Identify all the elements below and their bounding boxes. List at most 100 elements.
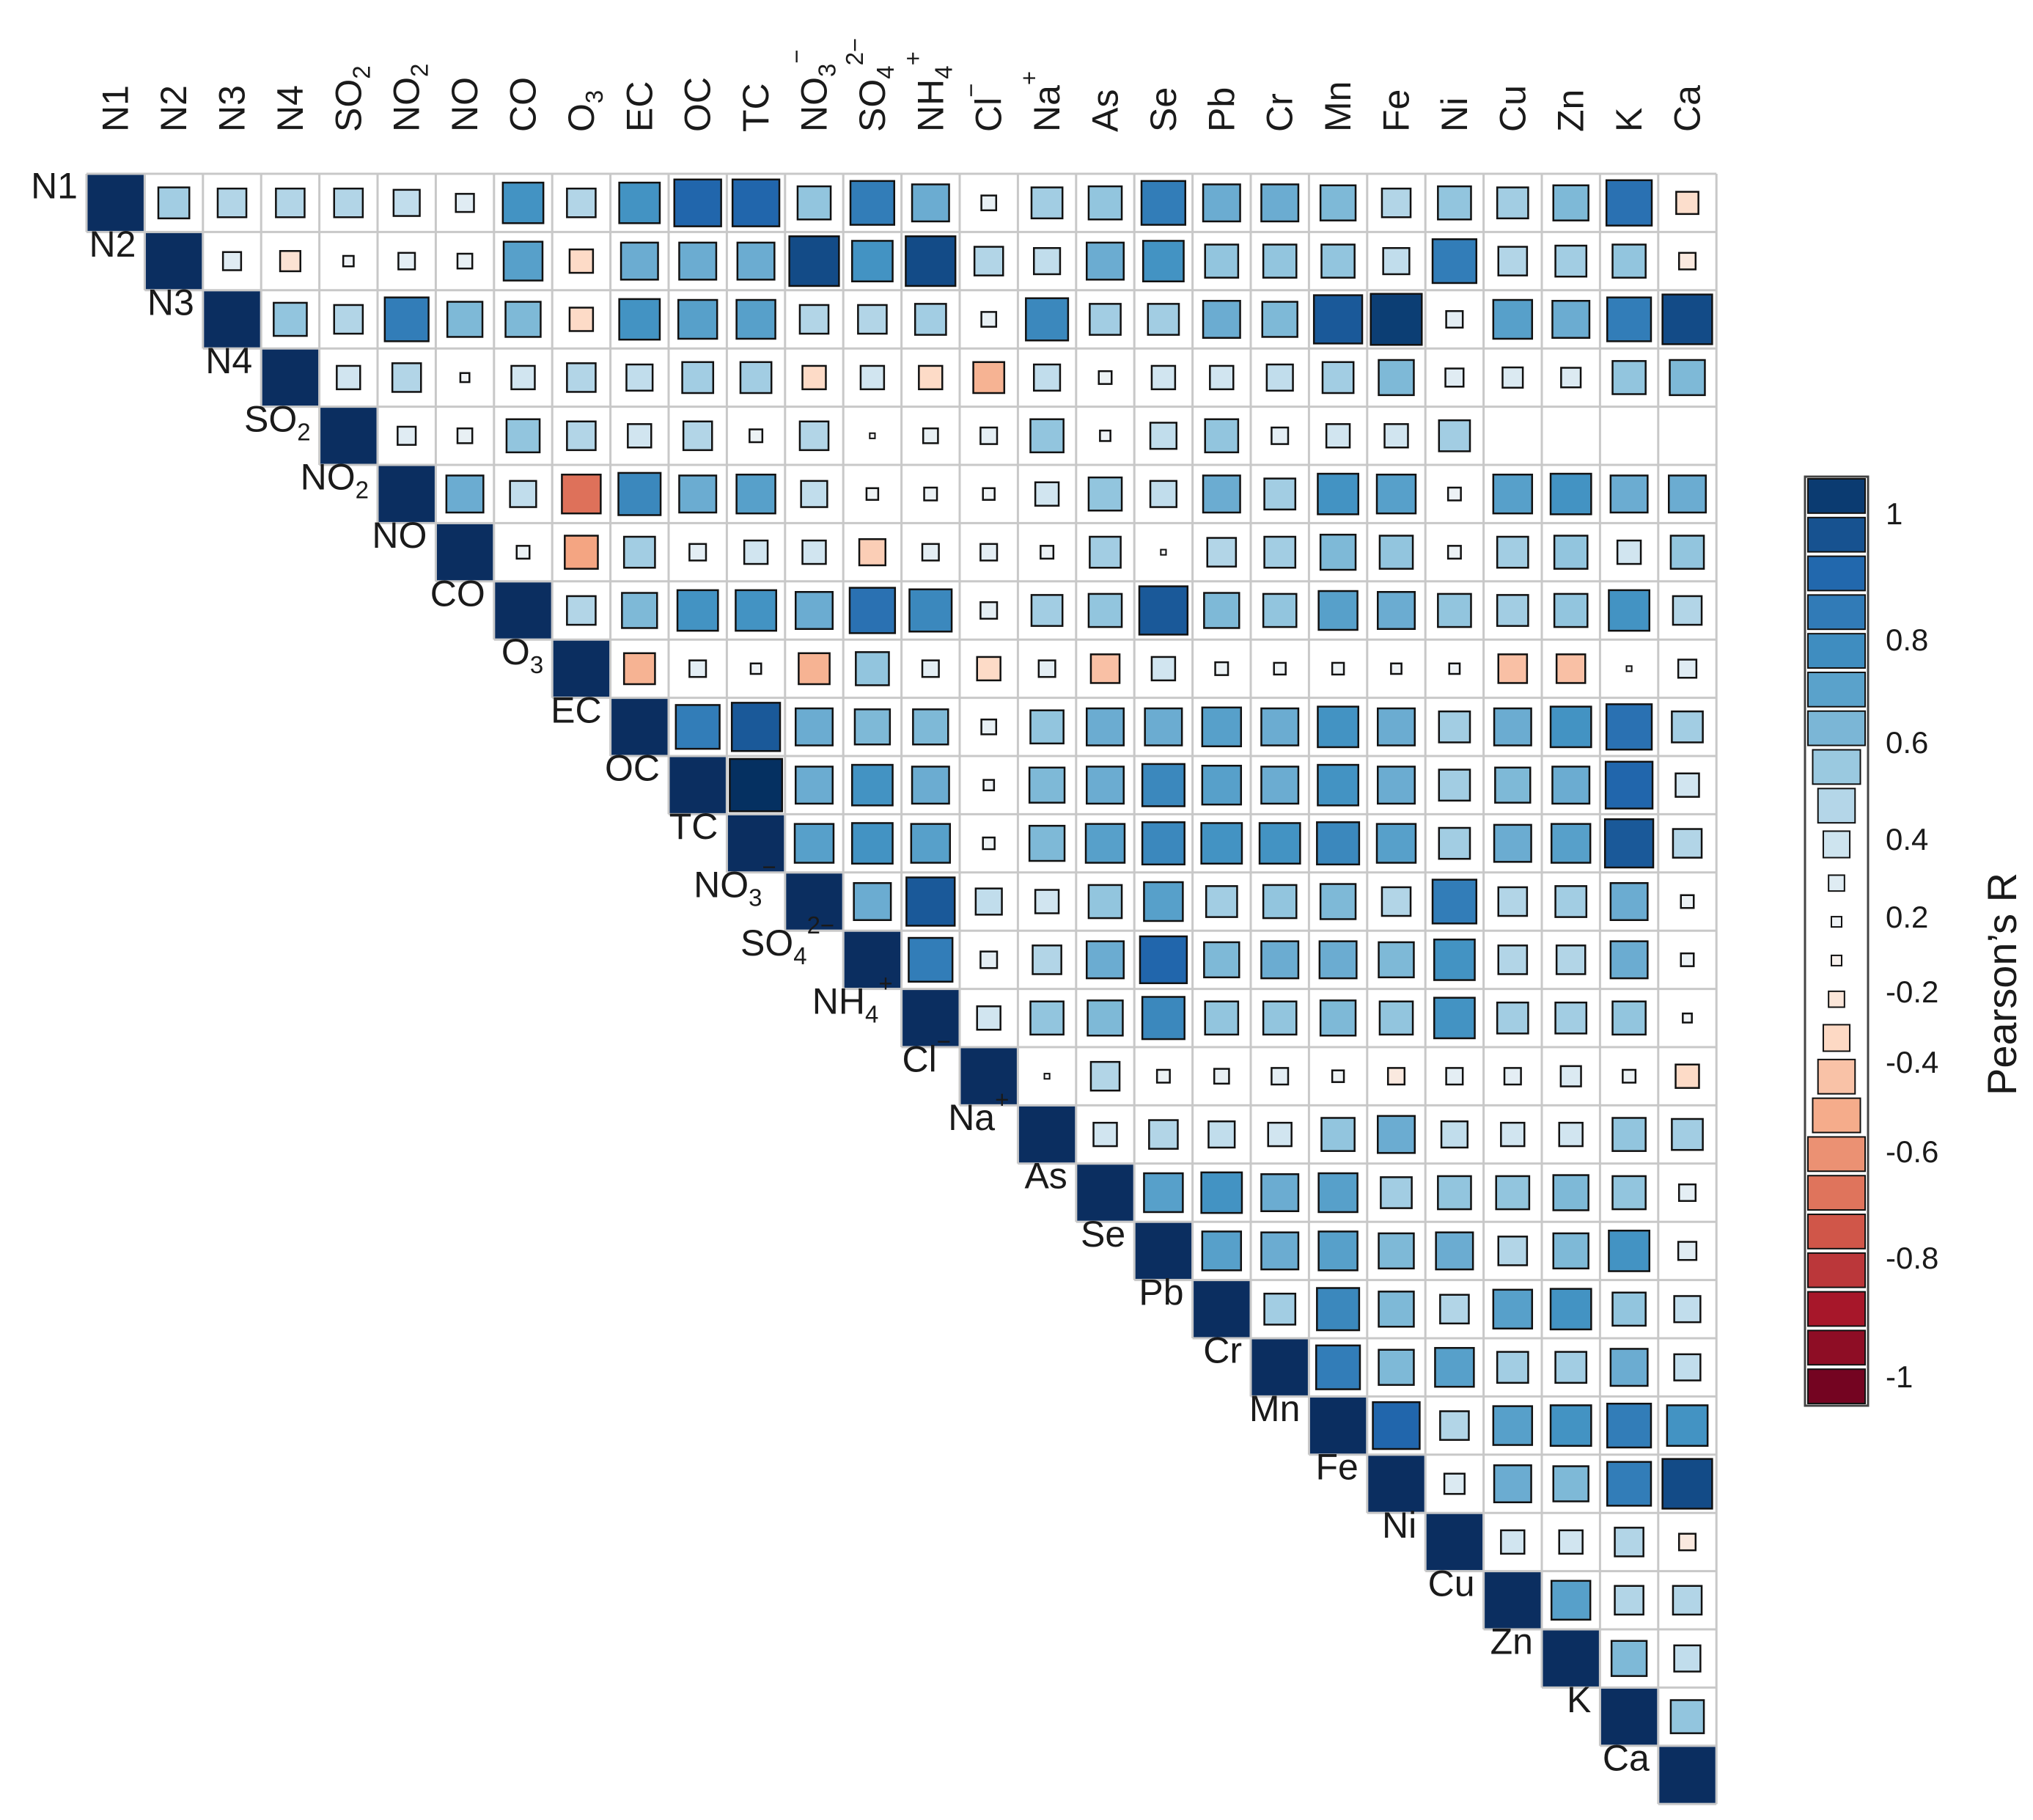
row-label-k: K (1567, 1679, 1591, 1720)
cell-so42minus-cu (1497, 944, 1529, 975)
cell-tc-fe (1375, 823, 1417, 864)
colorbar-box (1807, 1214, 1866, 1250)
label-superscript: 2− (841, 38, 868, 66)
label-superscript: 2− (807, 911, 835, 939)
cell-no3minus-cu (1497, 886, 1529, 917)
cell-co-nh4plus (908, 588, 953, 633)
cell-so42minus-ca (1680, 952, 1695, 967)
cell-so2-tc (749, 428, 764, 444)
cell-n3-pb (1202, 300, 1241, 339)
cell-se-cr (1260, 1231, 1300, 1271)
col-label-oc: OC (677, 77, 718, 132)
cell-n1-k (1605, 179, 1653, 227)
cell-no2-cr (1263, 477, 1297, 511)
cell-n3-so42minus (857, 304, 888, 335)
cell-co-tc (735, 589, 778, 632)
cell-no2-se (1149, 480, 1178, 508)
cell-ec-ni (1438, 710, 1471, 744)
label-base: K (1567, 1679, 1591, 1720)
cell-n2-n4 (279, 250, 301, 273)
cell-n3-no (446, 301, 484, 338)
cell-n1-naplus (1030, 186, 1064, 220)
cell-no2-so42minus (865, 487, 880, 501)
cell-ni-ca (1677, 1533, 1697, 1552)
cell-n4-no3minus (801, 364, 827, 391)
cell-n4-naplus (1033, 363, 1062, 392)
row-label-mn: Mn (1249, 1388, 1300, 1429)
cell-so42minus-pb (1203, 941, 1240, 979)
cell-n4-nh4plus (918, 364, 944, 391)
cell-ec-ca (1671, 710, 1704, 744)
cell-so42minus-cr (1260, 940, 1300, 980)
label-base: Cu (1492, 85, 1533, 132)
cell-ni-zn (1558, 1529, 1584, 1555)
colorbar-box (1822, 830, 1851, 859)
row-label-no: NO (372, 515, 427, 556)
label-superscript: − (783, 49, 810, 63)
cell-so2-se (1149, 422, 1178, 450)
cell-pb-mn (1316, 1287, 1361, 1332)
row-label-n4: N4 (205, 340, 252, 381)
cell-ec-pb (1201, 706, 1243, 748)
cell-tc-so42minus (850, 822, 894, 865)
colorbar-tick-labels: 1 0.8 0.6 0.4 0.2 -0.2 -0.4 -0.6 -0.8 -1 (1886, 496, 1938, 1394)
cell-pb-k (1611, 1291, 1647, 1327)
label-base: O (561, 103, 602, 132)
label-subscript: 2 (297, 418, 310, 445)
cell-n2-tc (736, 241, 776, 281)
label-base: Mn (1249, 1388, 1300, 1429)
cell-no3minus-pb (1205, 885, 1238, 918)
cell-n1-cu (1496, 186, 1529, 220)
cell-o3-cu (1497, 653, 1529, 684)
cell-so42minus-zn (1555, 944, 1587, 975)
col-label-clminus: Cl− (957, 84, 1010, 133)
col-label-naplus: Na+ (1015, 71, 1067, 132)
label-base: EC (551, 689, 601, 730)
cell-o3-mn (1331, 661, 1345, 676)
cell-ec-k (1605, 703, 1653, 751)
col-label-nh4plus: NH4 + (899, 51, 957, 132)
diagonal-cell-mn (1309, 1397, 1367, 1454)
cell-oc-mn (1317, 763, 1360, 807)
label-base: N1 (95, 85, 136, 132)
colorbar-box (1807, 1291, 1866, 1327)
cell-ec-no3minus (795, 707, 834, 746)
cell-no-ec (622, 535, 656, 569)
diagonal-cell-cr (1251, 1339, 1308, 1395)
cell-so42minus-k (1609, 940, 1649, 980)
heatmap-cells (87, 175, 1716, 1803)
cell-no2-ni (1446, 486, 1462, 502)
cell-so2-as (1099, 429, 1111, 442)
cell-cr-cu (1496, 1351, 1529, 1384)
cell-n3-zn (1551, 300, 1591, 339)
label-base: TC (669, 806, 718, 847)
row-label-so2: SO2 (244, 398, 311, 445)
cell-ec-se (1144, 707, 1183, 746)
label-superscript: + (899, 51, 926, 65)
colorbar-box (1831, 916, 1842, 928)
diagonal-cell-as (1077, 1164, 1133, 1221)
cell-co-mn (1317, 590, 1359, 631)
diagonal-cell-no3minus (786, 873, 842, 930)
cell-se-pb (1201, 1230, 1243, 1272)
col-label-tc: TC (735, 83, 776, 132)
col-label-so2: SO2 (328, 65, 375, 132)
cell-n3-cr (1261, 301, 1298, 338)
cell-so2-o3 (566, 420, 597, 452)
cell-co-ec (621, 592, 658, 629)
cell-n4-ni (1444, 367, 1465, 388)
cell-n1-so2 (333, 187, 364, 219)
cell-n4-ec (625, 363, 654, 392)
colorbar-box (1807, 1136, 1866, 1173)
label-base: NO (301, 457, 356, 498)
cell-no-so42minus (858, 538, 887, 567)
cell-tc-zn (1550, 823, 1592, 864)
cell-tc-as (1084, 823, 1126, 864)
label-base: O (501, 631, 530, 672)
diagonal-cell-n2 (145, 232, 202, 290)
cell-n1-nh4plus (911, 183, 950, 223)
cell-no3minus-cr (1262, 884, 1298, 920)
cell-no3minus-mn (1319, 883, 1357, 920)
cell-so2-co (505, 418, 541, 454)
diagonal-cell-n1 (87, 175, 144, 231)
